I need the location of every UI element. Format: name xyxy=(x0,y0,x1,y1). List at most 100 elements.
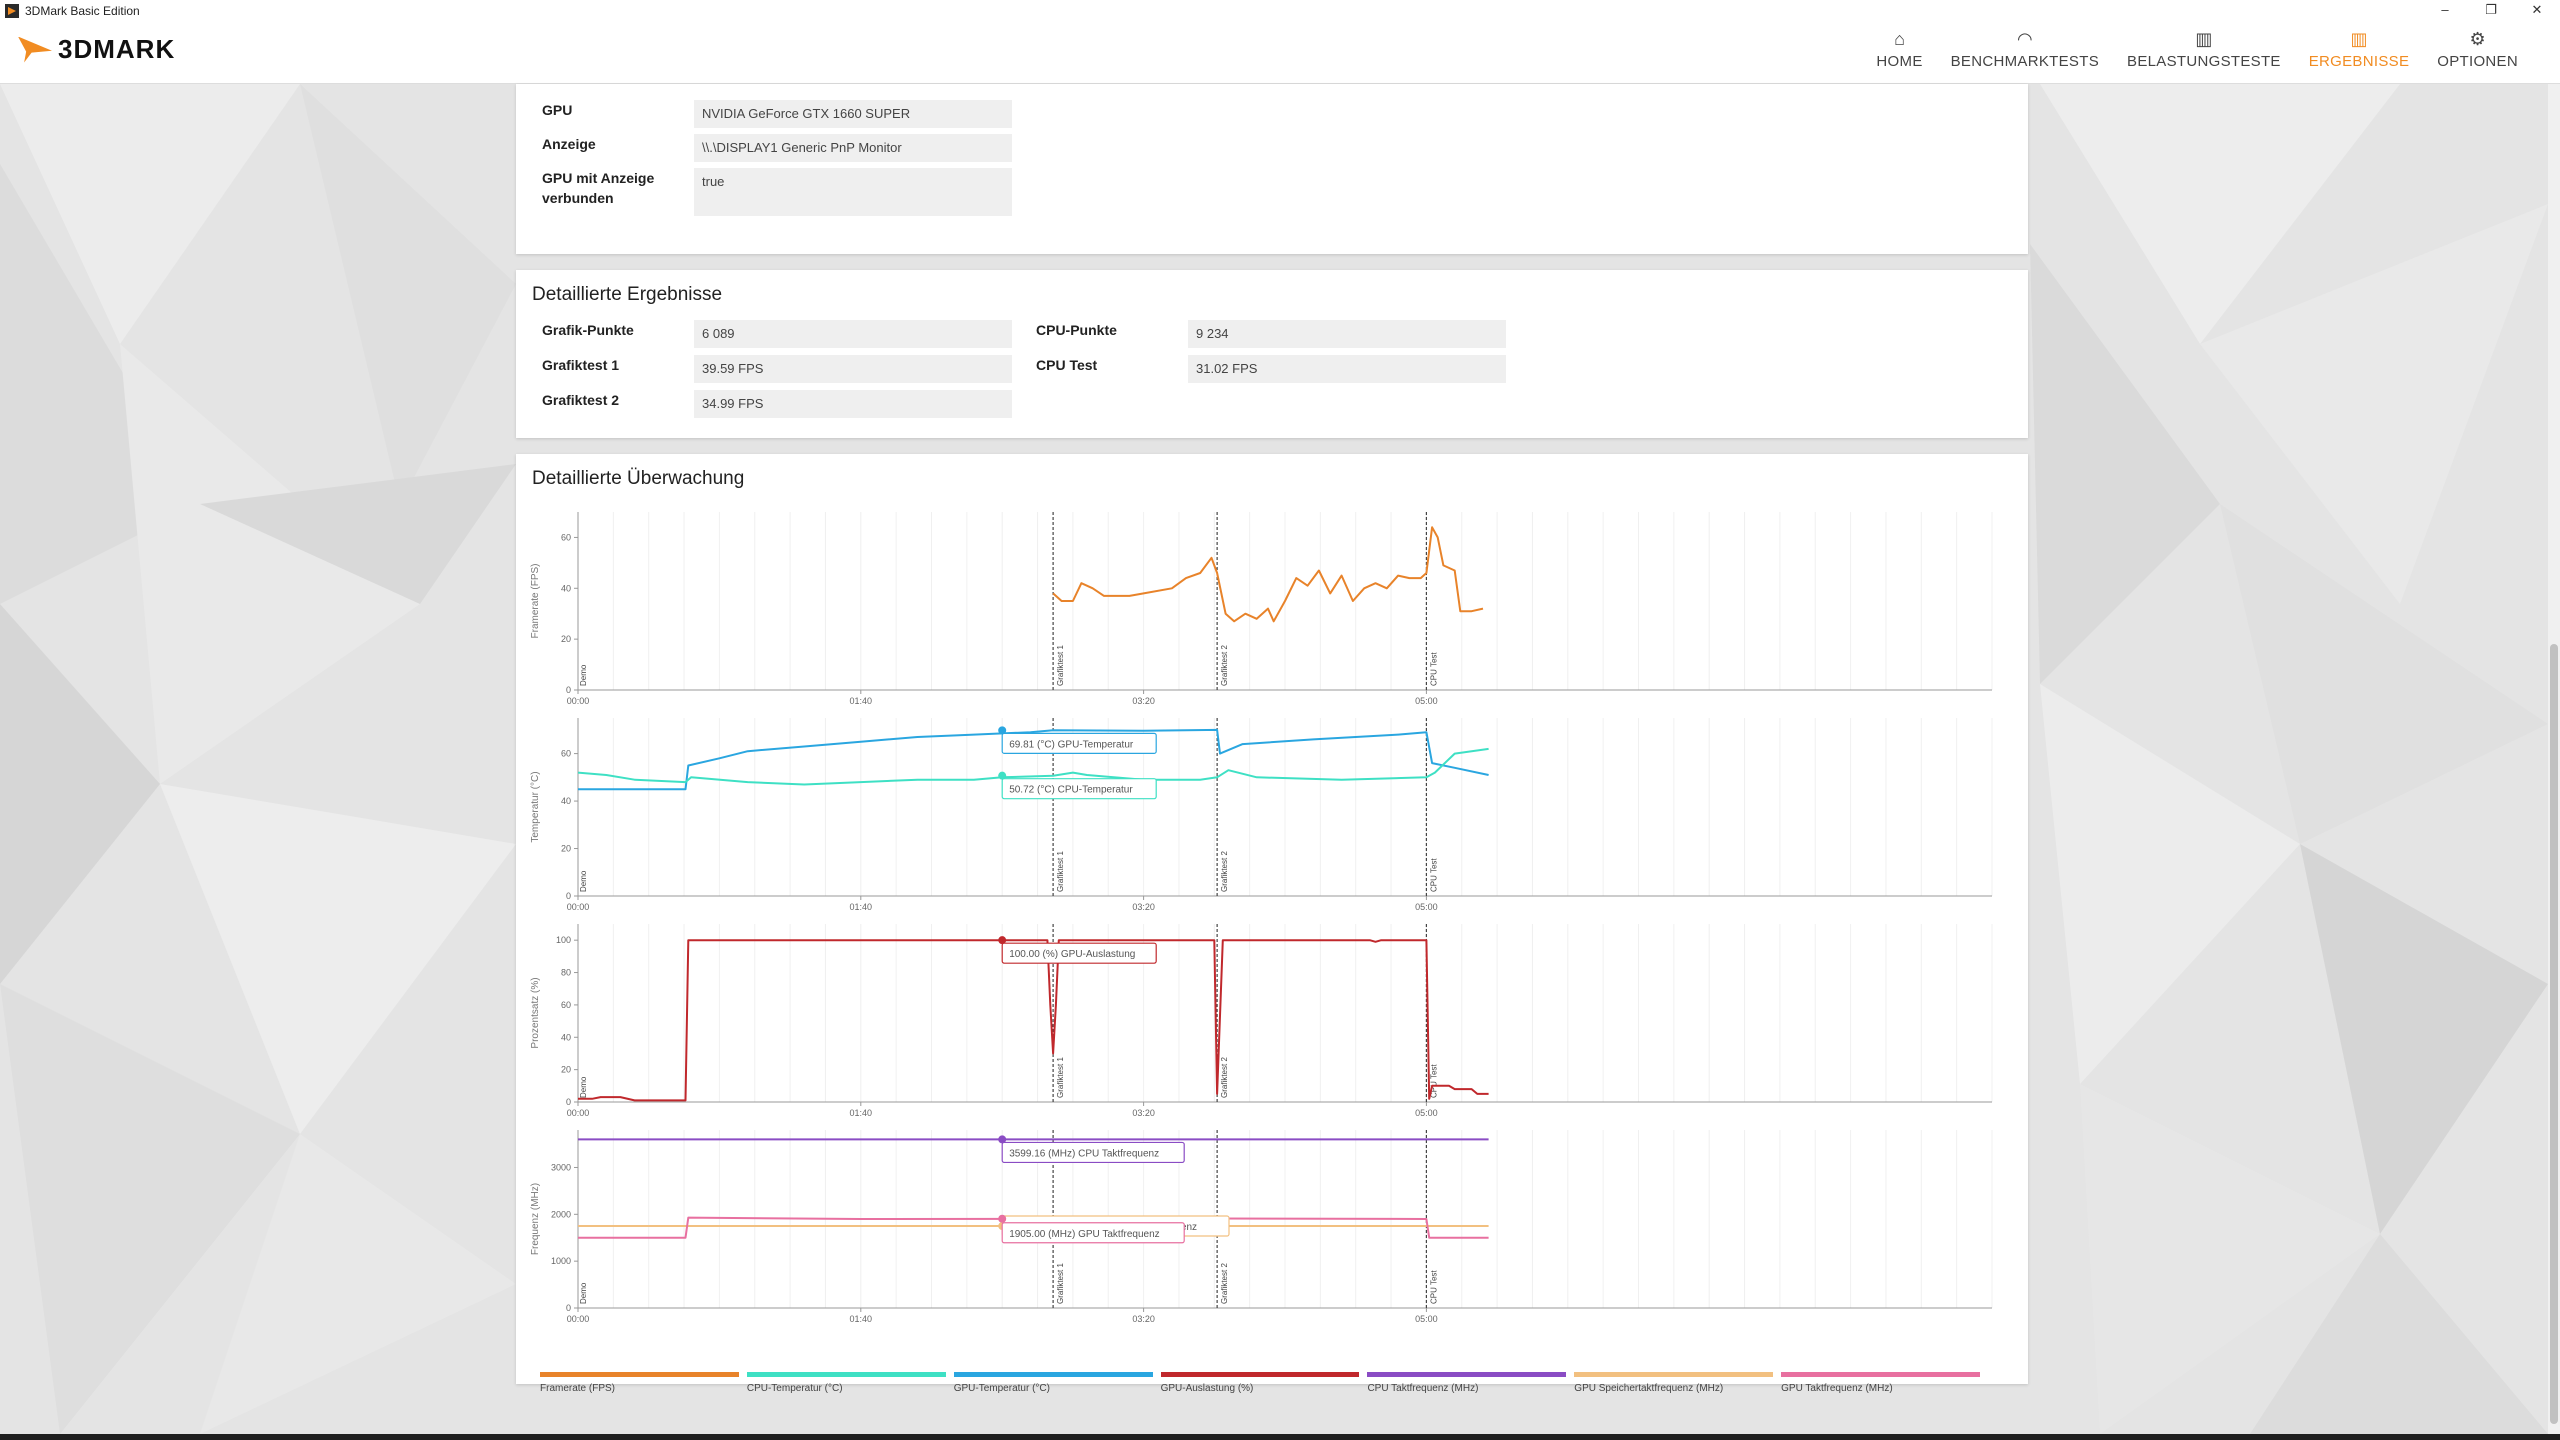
nav-ergebnisse[interactable]: ▥ ERGEBNISSE xyxy=(2295,28,2424,71)
x-tick-label: 03:20 xyxy=(1132,902,1155,912)
legend-item-fps[interactable]: Framerate (FPS) xyxy=(540,1372,739,1394)
test-marker-label: Grafiktest 2 xyxy=(1220,1057,1229,1098)
test-marker-label: Demo xyxy=(579,870,588,892)
y-axis-label: Framerate (FPS) xyxy=(530,563,541,638)
tooltip-box xyxy=(1001,1141,1185,1164)
legend-label: CPU Taktfrequenz (MHz) xyxy=(1367,1383,1479,1394)
test-marker-label: CPU Test xyxy=(1429,1270,1438,1304)
y-tick-label: 0 xyxy=(566,685,571,695)
system-info-panel: GPU NVIDIA GeForce GTX 1660 SUPER Anzeig… xyxy=(516,84,2028,254)
window-controls: – ❐ ✕ xyxy=(2422,0,2560,22)
x-tick-label: 01:40 xyxy=(850,1314,873,1324)
test-marker-label: Grafiktest 1 xyxy=(1056,1057,1065,1098)
x-tick-label: 00:00 xyxy=(567,902,590,912)
test-marker-label: CPU Test xyxy=(1429,858,1438,892)
window-title: 3DMark Basic Edition xyxy=(25,4,140,18)
graphics-test-2-row: Grafiktest 2 34.99 FPS xyxy=(542,390,1012,418)
gauge-icon: ◠ xyxy=(2016,28,2033,49)
x-tick-label: 01:40 xyxy=(850,902,873,912)
test-marker-label: Demo xyxy=(579,664,588,686)
tooltip-dot xyxy=(998,1214,1007,1223)
nav-home[interactable]: ⌂ HOME xyxy=(1862,28,1936,71)
cpu-test-row: CPU Test 31.02 FPS xyxy=(1036,355,1506,383)
legend-item-cpu_clock[interactable]: CPU Taktfrequenz (MHz) xyxy=(1367,1372,1567,1394)
graphics-score-label: Grafik-Punkte xyxy=(542,322,634,338)
y-tick-label: 0 xyxy=(566,1097,571,1107)
x-tick-label: 05:00 xyxy=(1415,696,1438,706)
graphics-test-2-value: 34.99 FPS xyxy=(694,390,1012,418)
nav-label: OPTIONEN xyxy=(2437,53,2518,70)
test-marker-label: Grafiktest 1 xyxy=(1056,645,1065,686)
maximize-button[interactable]: ❐ xyxy=(2485,2,2497,17)
app-icon xyxy=(5,4,19,18)
legend-swatch xyxy=(1574,1372,1774,1377)
x-tick-label: 05:00 xyxy=(1415,1108,1438,1118)
gpu-row: GPU NVIDIA GeForce GTX 1660 SUPER xyxy=(542,100,1012,128)
y-tick-label: 0 xyxy=(566,891,571,901)
y-tick-label: 20 xyxy=(561,844,571,854)
series-line-gpu_load xyxy=(578,939,1489,1102)
gpu-connected-value: true xyxy=(694,168,1012,216)
nav-benchmarktests[interactable]: ◠ BENCHMARKTESTS xyxy=(1937,28,2113,71)
legend-item-gpu_temp[interactable]: GPU-Temperatur (°C) xyxy=(953,1372,1153,1394)
scrollbar-thumb[interactable] xyxy=(2550,644,2558,1424)
nav-label: HOME xyxy=(1876,53,1923,70)
nav-optionen[interactable]: ⚙ OPTIONEN xyxy=(2423,28,2532,71)
brand-logo[interactable]: 3DMARK xyxy=(18,34,175,65)
minimize-button[interactable]: – xyxy=(2441,2,2449,17)
tooltip-dot xyxy=(998,1135,1007,1144)
test-marker-label: Grafiktest 1 xyxy=(1056,1263,1065,1304)
scrollbar[interactable] xyxy=(2548,84,2560,1434)
x-tick-label: 05:00 xyxy=(1415,902,1438,912)
legend-label: GPU-Auslastung (%) xyxy=(1160,1383,1254,1394)
legend-swatch xyxy=(1781,1372,1981,1377)
tooltip-text: 3599.16 (MHz) CPU Taktfrequenz xyxy=(1009,1148,1159,1159)
y-axis-label: Frequenz (MHz) xyxy=(530,1183,541,1255)
tooltip-box xyxy=(1001,942,1157,964)
legend-item-gpu_mem_clock[interactable]: GPU Speichertaktfrequenz (MHz) xyxy=(1574,1372,1774,1394)
graphics-test-1-row: Grafiktest 1 39.59 FPS xyxy=(542,355,1012,383)
y-tick-label: 60 xyxy=(561,532,571,542)
y-axis-label: Prozentsatz (%) xyxy=(530,977,541,1048)
test-marker-label: Grafiktest 2 xyxy=(1220,645,1229,686)
y-axis-label: Temperatur (°C) xyxy=(530,771,541,842)
legend-swatch xyxy=(953,1372,1153,1377)
series-line-gpu_temp xyxy=(578,728,1489,791)
detailed-results-panel: Detaillierte Ergebnisse Grafik-Punkte 6 … xyxy=(516,270,2028,438)
close-button[interactable]: ✕ xyxy=(2531,2,2543,17)
tooltip-box xyxy=(1001,1222,1185,1244)
test-marker-label: CPU Test xyxy=(1429,652,1438,686)
legend-item-gpu_load[interactable]: GPU-Auslastung (%) xyxy=(1160,1372,1360,1394)
tooltip-dot xyxy=(998,726,1007,735)
x-tick-label: 01:40 xyxy=(850,1108,873,1118)
x-tick-label: 00:00 xyxy=(567,1108,590,1118)
nav-belastungsteste[interactable]: ▥ BELASTUNGSTESTE xyxy=(2113,28,2295,71)
legend-label: GPU Taktfrequenz (MHz) xyxy=(1781,1383,1893,1394)
cpu-score-row: CPU-Punkte 9 234 xyxy=(1036,320,1506,348)
app-header: 3DMARK ⌂ HOME ◠ BENCHMARKTESTS ▥ BELASTUNGSTE… xyxy=(0,22,2560,84)
legend-label: GPU-Temperatur (°C) xyxy=(953,1383,1050,1394)
tooltip-text: 69.81 (°C) GPU-Temperatur xyxy=(1009,739,1134,750)
series-line-fps xyxy=(1052,526,1484,623)
chart-load: 0 20 40 60 80 100 Prozentsatz (%) 00:00 01:40 03:… xyxy=(530,924,1993,1118)
y-tick-label: 40 xyxy=(561,583,571,593)
gpu-connected-label: GPU mit Anzeige verbunden xyxy=(542,170,655,206)
nav-label: BENCHMARKTESTS xyxy=(1950,53,2100,70)
cpu-test-label: CPU Test xyxy=(1036,357,1098,373)
tooltip-text: 100.00 (%) GPU-Auslastung xyxy=(1009,949,1135,960)
graphics-score-row: Grafik-Punkte 6 089 xyxy=(542,320,1012,348)
legend-item-gpu_clock[interactable]: GPU Taktfrequenz (MHz) xyxy=(1781,1372,1981,1394)
legend-item-cpu_temp[interactable]: CPU-Temperatur (°C) xyxy=(746,1372,946,1394)
graphics-test-1-value: 39.59 FPS xyxy=(694,355,1012,383)
x-tick-label: 03:20 xyxy=(1132,1314,1155,1324)
y-tick-label: 3000 xyxy=(551,1162,571,1172)
graphics-score-value: 6 089 xyxy=(694,320,1012,348)
test-marker-label: Demo xyxy=(579,1076,588,1098)
y-tick-label: 60 xyxy=(561,1000,571,1010)
y-tick-label: 100 xyxy=(556,935,571,945)
nav-label: BELASTUNGSTESTE xyxy=(2127,53,2281,70)
test-marker-label: Grafiktest 1 xyxy=(1056,851,1065,892)
test-marker-label: Grafiktest 2 xyxy=(1220,1263,1229,1304)
home-icon: ⌂ xyxy=(1894,28,1905,49)
x-tick-label: 00:00 xyxy=(567,696,590,706)
